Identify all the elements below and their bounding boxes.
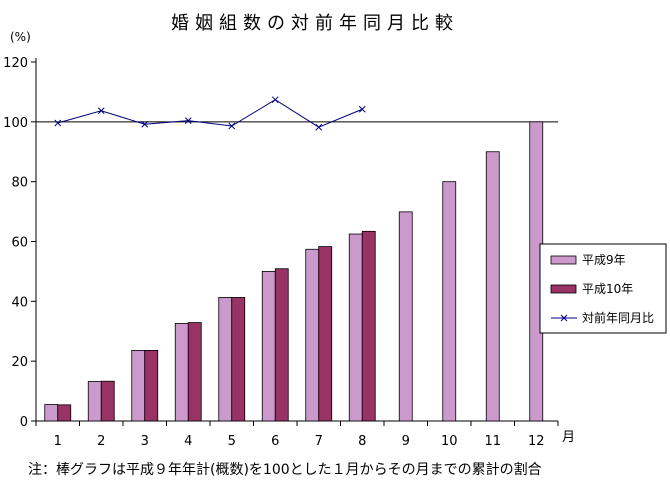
bar-heisei9 bbox=[261, 271, 276, 422]
bar-heisei10 bbox=[57, 404, 72, 422]
ratio-point-marker bbox=[315, 123, 323, 131]
bar-heisei10 bbox=[361, 230, 376, 422]
y-tick-label: 120 bbox=[3, 56, 28, 71]
bar-heisei10 bbox=[100, 380, 115, 422]
x-tick-label: 3 bbox=[141, 434, 149, 449]
bar-heisei10 bbox=[318, 246, 333, 422]
ratio-point-marker bbox=[358, 105, 366, 113]
ratio-point-marker bbox=[54, 119, 62, 127]
legend-label-heisei9: 平成9年 bbox=[582, 253, 626, 267]
x-tick-label: 4 bbox=[184, 434, 192, 449]
bar-heisei9 bbox=[305, 248, 320, 422]
bar-heisei10 bbox=[274, 268, 289, 422]
legend: 平成9年 平成10年 対前年同月比 bbox=[539, 243, 667, 334]
bar-heisei10 bbox=[187, 322, 202, 422]
y-tick-label: 80 bbox=[11, 176, 28, 191]
bar-heisei9 bbox=[442, 181, 457, 422]
ratio-point-marker bbox=[97, 107, 105, 115]
legend-swatch-heisei10 bbox=[550, 284, 577, 294]
y-tick-label: 40 bbox=[11, 295, 28, 310]
bar-heisei10 bbox=[231, 297, 246, 422]
y-tick-label: 60 bbox=[11, 236, 28, 251]
ratio-line bbox=[57, 99, 363, 128]
x-tick-label: 12 bbox=[528, 434, 545, 449]
x-tick-label: 5 bbox=[228, 434, 236, 449]
legend-label-ratio: 対前年同月比 bbox=[582, 310, 654, 325]
x-tick-label: 9 bbox=[402, 434, 410, 449]
bar-heisei9 bbox=[485, 151, 500, 422]
x-tick-label: 8 bbox=[358, 434, 366, 449]
x-tick-label: 1 bbox=[54, 434, 62, 449]
x-tick-label: 6 bbox=[271, 434, 279, 449]
y-axis-unit: (%) bbox=[10, 30, 31, 44]
y-tick-label: 0 bbox=[20, 415, 28, 430]
bar-heisei9 bbox=[44, 404, 59, 422]
bar-heisei10 bbox=[144, 349, 159, 422]
bar-heisei9 bbox=[87, 381, 102, 422]
x-tick-label: 11 bbox=[484, 434, 501, 449]
bar-heisei9 bbox=[131, 349, 146, 422]
x-tick-label: 7 bbox=[315, 434, 323, 449]
ratio-point-marker bbox=[184, 117, 192, 124]
ratio-point-marker bbox=[141, 120, 149, 128]
legend-label-heisei10: 平成10年 bbox=[582, 282, 633, 296]
x-tick-label: 10 bbox=[441, 434, 458, 449]
bar-heisei9 bbox=[348, 233, 363, 422]
ratio-point-marker bbox=[271, 96, 279, 104]
ratio-point-marker bbox=[228, 122, 236, 130]
x-tick-label: 2 bbox=[97, 434, 105, 449]
bar-heisei9 bbox=[398, 211, 413, 422]
y-tick-label: 100 bbox=[3, 116, 28, 131]
legend-marker-ratio bbox=[560, 314, 568, 322]
legend-swatch-heisei9 bbox=[550, 255, 577, 265]
x-axis-unit: 月 bbox=[562, 430, 575, 445]
bar-heisei9 bbox=[218, 297, 233, 422]
bar-heisei9 bbox=[174, 323, 189, 422]
chart-title: 婚姻組数の対前年同月比較 bbox=[171, 13, 459, 34]
y-tick-label: 20 bbox=[11, 355, 28, 370]
chart-note: 注：棒グラフは平成９年年計(概数)を100とした１月からその月までの累計の割合 bbox=[28, 461, 542, 478]
